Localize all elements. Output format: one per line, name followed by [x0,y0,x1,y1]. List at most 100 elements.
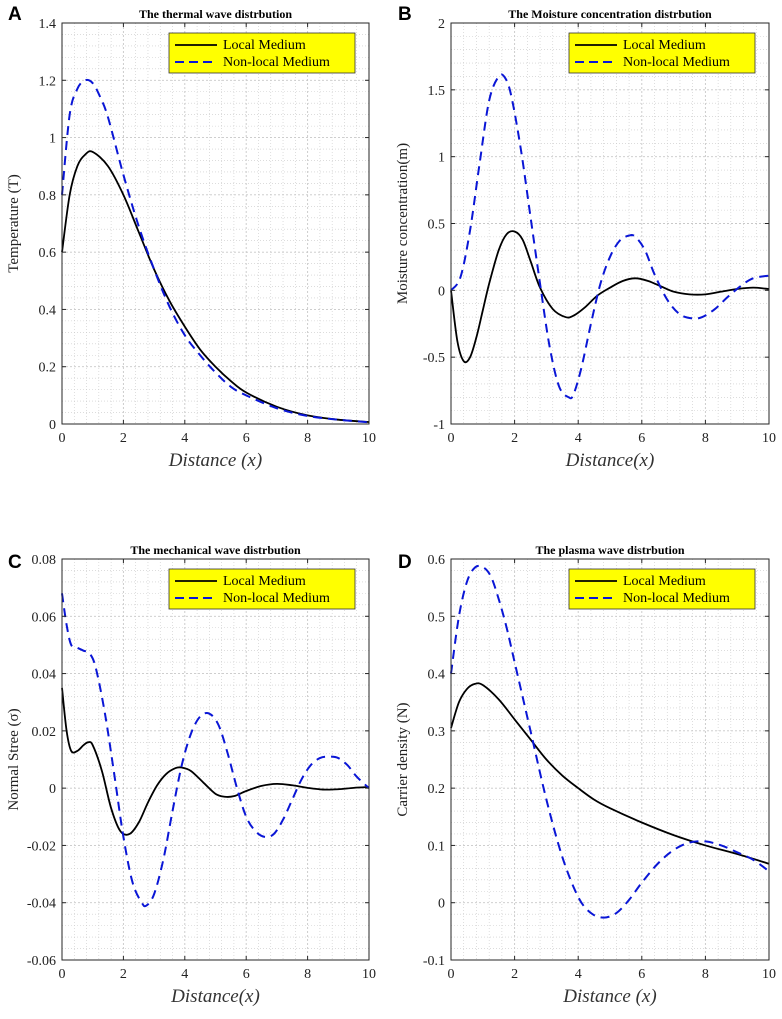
legend-label-nonlocal: Non-local Medium [623,55,730,70]
y-tick-label: 0.1 [428,839,446,854]
x-tick-label: 2 [511,967,518,982]
y-tick-label: 1.5 [428,84,446,99]
series-line-local [61,150,370,423]
x-tick-label: 10 [362,967,376,982]
x-tick-label: 0 [59,431,66,446]
plot-area [451,23,769,424]
x-tick-label: 0 [59,967,66,982]
y-tick-label: 1 [49,132,56,147]
x-tick-label: 8 [702,967,709,982]
series-line-local [450,682,770,865]
legend-label-nonlocal: Non-local Medium [623,591,730,606]
y-tick-label: -0.1 [423,954,445,969]
x-tick-label: 0 [448,431,455,446]
series-line-nonlocal [450,73,770,400]
legend-box [168,568,356,610]
x-tick-label: 0 [448,967,455,982]
y-tick-label: -1 [433,418,445,433]
x-axis-label: Distance(x) [170,986,260,1007]
y-tick-label: 0 [438,284,445,299]
y-tick-label: -0.02 [27,839,56,854]
x-tick-label: 10 [762,431,776,446]
x-tick-label: 6 [243,431,250,446]
y-tick-label: 0.3 [428,725,446,740]
chart-panel-a: 0 2 4 6 8 10 0 0.2 0.4 0.6 0.8 1 1.2 1.4 The thermal w… [6,4,376,471]
y-tick-label: 1.2 [39,74,57,89]
x-tick-label: 8 [304,431,311,446]
legend-box [568,32,756,74]
x-tick-label: 8 [702,431,709,446]
axes-frame [61,558,370,961]
panel-letter: C [8,552,22,573]
y-axis-label: Moisture concentration(m) [395,143,411,304]
y-tick-label: 0.8 [39,189,57,204]
legend: Local Medium Non-local Medium [168,568,356,610]
y-tick-label: 0.4 [39,303,57,318]
y-tick-label: -0.06 [27,954,56,969]
chart-title: The plasma wave distrbution [535,543,684,557]
y-tick-label: 0 [49,782,56,797]
x-tick-label: 10 [362,431,376,446]
legend: Local Medium Non-local Medium [568,32,756,74]
series-line-nonlocal [61,593,370,908]
legend-label-nonlocal: Non-local Medium [223,55,330,70]
x-tick-label: 2 [120,967,127,982]
x-tick-label: 6 [638,967,645,982]
y-tick-label: 0.06 [32,610,57,625]
y-tick-label: 0.6 [39,246,57,261]
x-axis-label: Distance (x) [562,986,656,1007]
x-tick-label: 6 [638,431,645,446]
grid [62,559,369,960]
y-tick-label: 1.4 [39,17,57,32]
chart-title: The mechanical wave distrbution [130,543,301,557]
y-axis-label: Temperature (T) [6,174,22,272]
legend-label-local: Local Medium [223,38,306,53]
chart-panel-b: 0 2 4 6 8 10 -1 -0.5 0 0.5 1 1.5 2 The Moisture conce… [395,4,776,471]
series-line-nonlocal [61,78,370,424]
x-axis-label: Distance(x) [565,450,655,471]
x-axis-label: Distance (x) [168,450,262,471]
x-tick-label: 4 [575,431,582,446]
x-tick-label: 2 [120,431,127,446]
x-tick-label: 4 [181,967,188,982]
chart-title: The thermal wave distrbution [139,7,292,21]
y-tick-label: 0.4 [428,668,446,683]
plot-area [62,23,369,424]
chart-title: The Moisture concentration distrbution [508,7,712,21]
y-tick-label: 0.2 [39,361,57,376]
y-tick-label: 0.5 [428,218,446,233]
y-tick-label: -0.04 [27,897,56,912]
y-tick-label: 0 [438,897,445,912]
y-tick-label: 0.04 [32,668,57,683]
axes-frame [61,22,370,425]
y-tick-label: 0.6 [428,553,446,568]
axes-frame [450,558,770,961]
y-tick-label: 0 [49,418,56,433]
legend-label-local: Local Medium [223,574,306,589]
panel-letter: A [8,4,22,25]
x-tick-label: 2 [511,431,518,446]
grid [451,23,769,424]
x-tick-label: 8 [304,967,311,982]
y-tick-label: 0.5 [428,610,446,625]
legend-label-local: Local Medium [623,574,706,589]
plot-area [451,559,769,960]
legend-box [168,32,356,74]
legend-box [568,568,756,610]
chart-panel-c: 0 2 4 6 8 10 -0.06 -0.04 -0.02 0 0.02 0.04 0.06 0.08 T… [6,543,376,1007]
panel-letter: D [398,552,412,573]
y-tick-label: 0.02 [32,725,57,740]
y-tick-label: 2 [438,17,445,32]
legend: Local Medium Non-local Medium [168,32,356,74]
series-line-local [61,687,370,836]
x-tick-label: 4 [181,431,188,446]
y-tick-label: 0.2 [428,782,446,797]
legend-label-local: Local Medium [623,38,706,53]
x-tick-label: 4 [575,967,582,982]
legend: Local Medium Non-local Medium [568,568,756,610]
series-line-nonlocal [450,564,770,919]
y-axis-label: Normal Stree (σ) [6,708,22,810]
y-tick-label: 0.08 [32,553,57,568]
